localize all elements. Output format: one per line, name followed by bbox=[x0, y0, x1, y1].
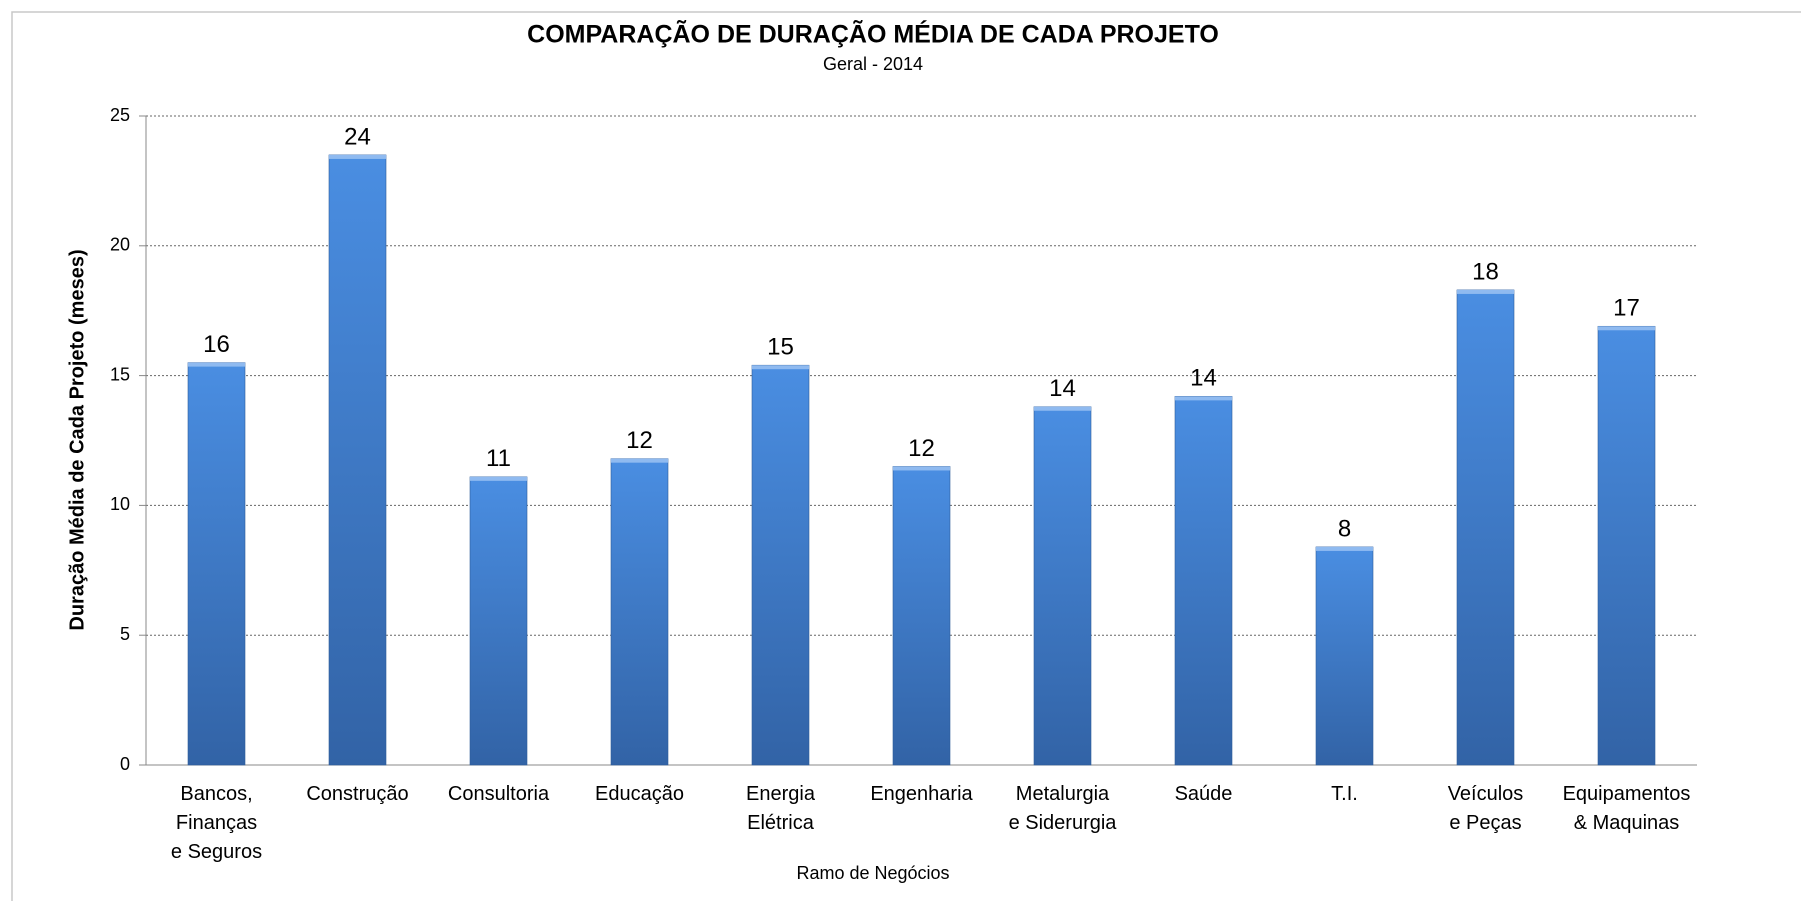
bar-highlight bbox=[893, 466, 950, 471]
y-tick-label: 5 bbox=[120, 624, 130, 644]
bar bbox=[328, 154, 387, 766]
value-label: 8 bbox=[1338, 515, 1351, 542]
bar bbox=[469, 476, 528, 766]
bar-highlight bbox=[1034, 406, 1091, 411]
value-label: 14 bbox=[1190, 365, 1217, 392]
bar bbox=[610, 458, 669, 766]
value-label: 15 bbox=[767, 334, 794, 361]
bar-highlight bbox=[1175, 396, 1232, 401]
value-label: 11 bbox=[486, 445, 511, 472]
bar-highlight bbox=[611, 458, 668, 463]
y-tick-label: 0 bbox=[120, 754, 130, 774]
bar bbox=[892, 466, 951, 766]
value-label: 18 bbox=[1472, 258, 1499, 285]
value-label: 12 bbox=[626, 427, 653, 454]
y-tick-label: 10 bbox=[110, 494, 130, 514]
x-tick-label: Consultoria bbox=[447, 783, 550, 805]
bar bbox=[1174, 396, 1233, 766]
x-tick-label: Bancos, Finanças e Seguros bbox=[170, 783, 263, 863]
value-label: 12 bbox=[908, 435, 935, 462]
bar-highlight bbox=[1598, 326, 1655, 331]
chart-title: COMPARAÇÃO DE DURAÇÃO MÉDIA DE CADA PROJ… bbox=[527, 19, 1219, 49]
y-tick-label: 15 bbox=[110, 364, 130, 384]
y-tick-label: 20 bbox=[110, 235, 130, 255]
bar-highlight bbox=[329, 154, 386, 159]
y-axis-title: Duração Média de Cada Projeto (meses) bbox=[66, 249, 88, 630]
bar-highlight bbox=[470, 476, 527, 481]
bar bbox=[1456, 289, 1515, 766]
x-tick-label: T.I. bbox=[1331, 783, 1358, 805]
bar-highlight bbox=[188, 362, 245, 367]
y-tick-label: 25 bbox=[110, 105, 130, 125]
x-tick-label: Energia Elétrica bbox=[746, 783, 815, 834]
x-axis-title: Ramo de Negócios bbox=[796, 863, 949, 883]
x-tick-label: Engenharia bbox=[870, 783, 973, 805]
x-tick-label: Metalurgia e Siderurgia bbox=[1008, 783, 1117, 834]
bar bbox=[1597, 325, 1656, 766]
bar bbox=[187, 362, 246, 766]
bar bbox=[751, 364, 810, 766]
x-tick-label: Saúde bbox=[1174, 783, 1233, 805]
x-tick-label: Equipamentos & Maquinas bbox=[1562, 783, 1691, 834]
chart-subtitle: Geral - 2014 bbox=[823, 54, 923, 74]
x-tick-label: Construção bbox=[306, 783, 409, 805]
chart-frame bbox=[11, 11, 1801, 901]
x-tick-label: Veículos e Peças bbox=[1447, 783, 1524, 834]
bar-highlight bbox=[1316, 546, 1373, 551]
value-label: 17 bbox=[1613, 295, 1640, 322]
value-label: 16 bbox=[203, 331, 230, 358]
bar bbox=[1315, 546, 1374, 766]
value-label: 24 bbox=[344, 123, 371, 150]
bar-highlight bbox=[752, 365, 809, 370]
bar-highlight bbox=[1457, 289, 1514, 294]
value-label: 14 bbox=[1049, 375, 1076, 402]
bar bbox=[1033, 406, 1092, 766]
x-tick-label: Educação bbox=[595, 783, 684, 805]
